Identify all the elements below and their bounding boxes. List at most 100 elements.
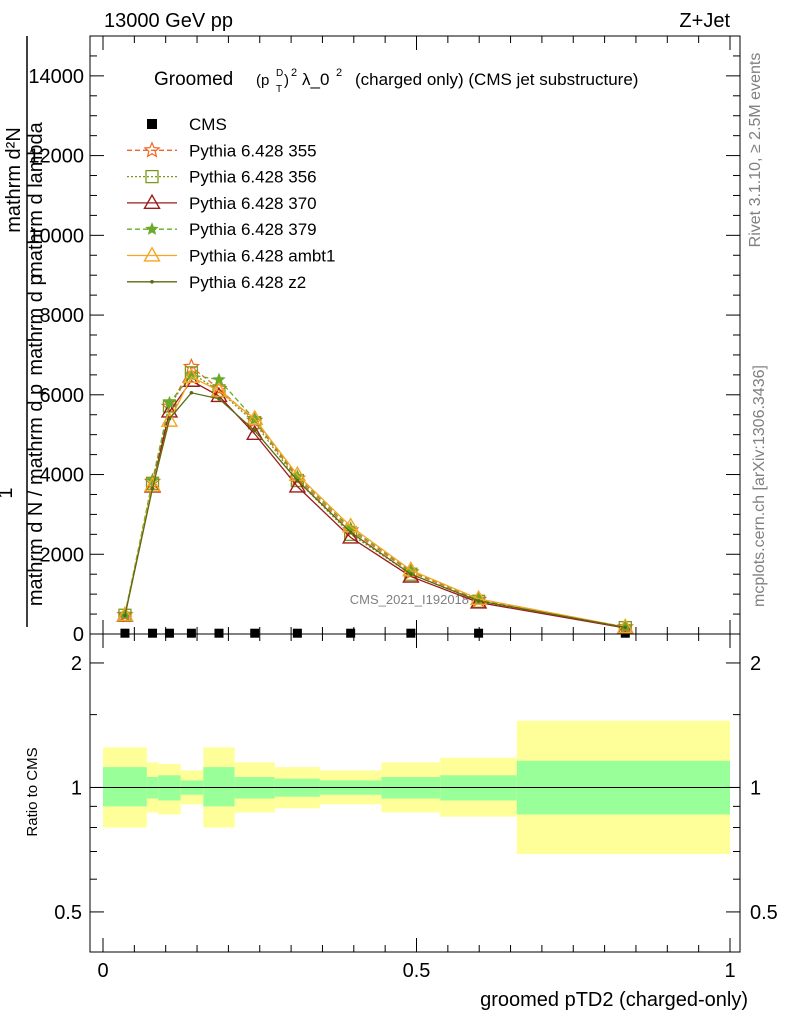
process-label: Z+Jet — [679, 10, 730, 32]
data-point — [292, 628, 302, 638]
data-point — [167, 416, 172, 421]
legend-label: Pythia 6.428 356 — [189, 168, 317, 187]
series-line — [124, 365, 626, 628]
title-close: ) — [284, 72, 289, 89]
data-point — [623, 625, 628, 630]
title-suffix: (charged only) (CMS jet substructure) — [355, 70, 638, 89]
data-point — [210, 381, 228, 397]
title-prefix: Groomed — [154, 69, 233, 90]
data-point — [217, 396, 221, 401]
legend-label: Pythia 6.428 355 — [189, 141, 317, 160]
title-sup-2b: 2 — [336, 67, 342, 79]
series-line — [124, 376, 626, 628]
main-ytick-label: 6000 — [40, 385, 85, 407]
ratio-band-green — [103, 767, 147, 807]
ratio-ytick-label: 0.5 — [54, 902, 82, 924]
main-series-group — [116, 357, 634, 638]
data-point — [189, 391, 194, 395]
data-point — [476, 599, 481, 603]
data-point — [120, 628, 130, 638]
data-point — [406, 628, 416, 638]
data-point — [150, 486, 155, 491]
title-sub-t: T — [276, 84, 282, 95]
ylabel-lower: mathrm d N / mathrm d p — [25, 384, 47, 606]
main-ytick-label: 14000 — [28, 66, 84, 88]
legend-marker — [145, 222, 159, 235]
main-ytick-label: 10000 — [28, 225, 84, 247]
legend-label: Pythia 6.428 z2 — [189, 273, 306, 292]
series-line — [124, 374, 626, 628]
ratio-ytick-label-right: 1 — [750, 777, 761, 799]
main-ytick-label: 8000 — [40, 305, 85, 327]
ratio-ytick-label-right: 0.5 — [750, 902, 778, 924]
main-frame — [89, 35, 741, 635]
legend-entry: Pythia 6.428 ambt1 — [127, 246, 335, 266]
series-line — [124, 379, 626, 629]
analysis-watermark: CMS_2021_I1920187 — [350, 592, 477, 607]
legend-marker — [145, 169, 159, 184]
ratio-ytick-label: 1 — [71, 777, 82, 799]
data-point — [214, 628, 224, 638]
data-point — [295, 478, 300, 483]
x-axis-label: groomed pTD2 (charged-only) — [480, 989, 748, 1011]
legend-entry: Pythia 6.428 356 — [127, 168, 317, 187]
ratio-x-axis: 0 0.5 1 — [97, 634, 736, 982]
series-line — [124, 372, 626, 629]
data-point — [182, 367, 201, 383]
title-p: (p — [256, 72, 269, 89]
mcplots-label: mcplots.cern.ch [arXiv:1306.3436] — [751, 365, 768, 607]
data-point — [252, 428, 257, 433]
data-point — [250, 628, 260, 638]
data-point — [210, 386, 228, 403]
data-point — [160, 411, 179, 427]
series-pythia-6-428-z2 — [123, 391, 628, 630]
plot-title: Groomed (p D T ) 2 λ_0 2 (charged only) … — [154, 67, 638, 95]
main-plot-panel: 0 2000 4000 6000 8000 10000 12000 14000 CMS_202… — [0, 35, 741, 646]
legend-marker — [150, 280, 154, 284]
main-ytick-label: 2000 — [40, 544, 85, 566]
legend-marker — [143, 246, 161, 262]
data-point — [164, 628, 174, 638]
data-point — [341, 528, 360, 544]
legend-entry: CMS — [147, 115, 227, 134]
main-ytick-label: 12000 — [28, 146, 84, 168]
legend-marker — [143, 141, 161, 158]
main-ytick-label: 0 — [73, 624, 84, 646]
xtick-label: 0.5 — [403, 960, 431, 982]
data-point — [348, 530, 353, 535]
ratio-y-axis: 0.5 0.5 1 1 2 2 — [54, 653, 778, 924]
legend-marker — [143, 193, 161, 210]
ratio-plot-panel: 0.5 0.51 12 2 0 0.5 1 Ratio to CMS groomed pT… — [24, 633, 778, 1011]
data-point — [246, 424, 264, 440]
main-ytick-label: 4000 — [40, 465, 85, 487]
ratio-band-green — [203, 767, 235, 807]
ratio-frame — [89, 633, 741, 953]
data-point — [162, 395, 177, 409]
xtick-label: 0 — [97, 960, 108, 982]
title-sup-d: D — [276, 68, 283, 79]
data-point — [346, 628, 356, 638]
ylabel-upper-4: mathrm d lambda — [25, 121, 47, 277]
rivet-label: Rivet 3.1.10, ≥ 2.5M events — [747, 53, 764, 248]
legend-entry: Pythia 6.428 355 — [127, 141, 317, 160]
title-mid: λ_0 — [302, 70, 329, 89]
data-point — [123, 613, 127, 618]
ylabel-upper: mathrm d²N — [3, 127, 25, 233]
legend-marker — [147, 119, 157, 129]
legend-entry: Pythia 6.428 370 — [127, 193, 317, 213]
legend-entry: Pythia 6.428 z2 — [127, 273, 306, 292]
data-point — [288, 477, 307, 493]
legend-label: Pythia 6.428 370 — [189, 194, 317, 213]
data-point — [474, 628, 484, 638]
title-sup-2: 2 — [291, 67, 297, 79]
ylabel-upper-2: mathrm d p — [25, 274, 47, 375]
legend-label: Pythia 6.428 ambt1 — [189, 247, 335, 266]
ratio-ytick-label: 2 — [71, 653, 82, 675]
data-point — [246, 409, 264, 425]
legend: CMS Pythia 6.428 355 Pythia 6.428 356 Pythi… — [127, 115, 335, 292]
legend-entry: Pythia 6.428 379 — [127, 220, 317, 239]
xtick-label: 1 — [724, 960, 735, 982]
data-point — [186, 628, 196, 638]
legend-label: CMS — [189, 115, 227, 134]
